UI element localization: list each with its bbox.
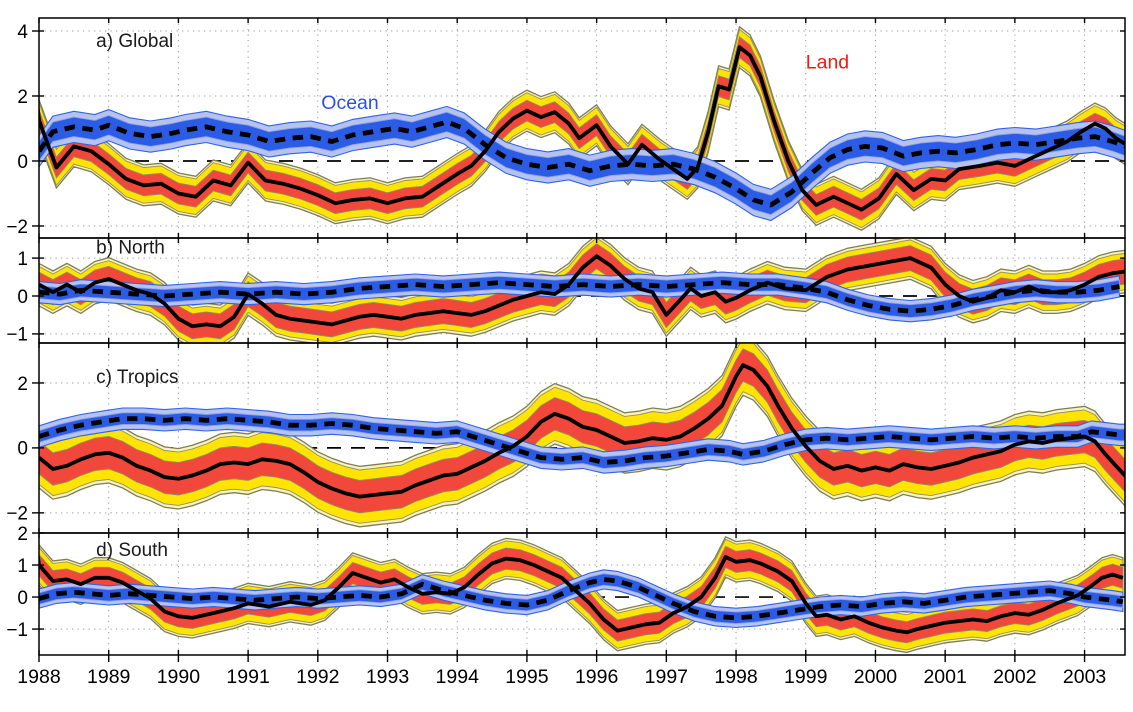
x-tick-label-4: 1992 — [296, 666, 339, 688]
y-tick-label-south-0: 2 — [17, 524, 28, 545]
panel-tropics — [39, 343, 1125, 533]
land-band-inner — [39, 36, 1125, 221]
x-tick-label-15: 2003 — [1063, 666, 1106, 688]
y-tick-label-tropics-1: 0 — [17, 439, 28, 460]
y-tick-label-south-1: 1 — [17, 556, 28, 577]
x-tick-label-7: 1995 — [505, 666, 549, 688]
y-tick-label-north-2: −1 — [6, 325, 28, 346]
x-tick-label-2: 1990 — [157, 666, 201, 688]
y-tick-label-north-0: 1 — [17, 249, 28, 270]
y-tick-label-north-1: 0 — [17, 287, 28, 308]
x-tick-label-5: 1993 — [366, 666, 409, 688]
ocean-line — [39, 119, 1125, 208]
y-tick-label-tropics-2: −2 — [6, 504, 28, 525]
ocean-band-inner — [39, 573, 1124, 625]
land-line — [39, 45, 1125, 212]
x-tick-label-13: 2001 — [923, 666, 966, 688]
panel-global — [39, 18, 1125, 238]
panel-south — [39, 533, 1125, 655]
series-label-ocean: Ocean — [321, 92, 378, 114]
series-label-land: Land — [806, 51, 849, 73]
ocean-line — [39, 416, 1125, 465]
ocean-band-inner — [39, 111, 1125, 216]
y-tick-label-south-2: 0 — [17, 588, 28, 609]
x-tick-label-3: 1991 — [226, 666, 269, 688]
y-tick-label-south-3: −1 — [6, 620, 28, 641]
x-tick-label-8: 1996 — [575, 666, 618, 688]
x-tick-label-1: 1989 — [87, 666, 130, 688]
panel-frame-south — [38, 532, 1126, 656]
land-band-inner — [39, 348, 1125, 514]
x-tick-label-12: 2000 — [854, 666, 898, 688]
ocean-band-outer — [39, 271, 1120, 323]
x-tick-label-11: 1999 — [784, 666, 827, 688]
x-tick-label-14: 2002 — [993, 666, 1036, 688]
y-tick-label-global-3: −2 — [6, 217, 28, 238]
x-tick-label-0: 1988 — [17, 666, 60, 688]
ocean-line — [39, 577, 1124, 621]
y-tick-label-global-2: 0 — [17, 152, 28, 173]
y-tick-label-global-0: 4 — [17, 22, 28, 43]
x-tick-label-9: 1997 — [645, 666, 688, 688]
land-line — [39, 550, 1124, 635]
panel-north — [39, 238, 1125, 343]
y-tick-label-tropics-0: 2 — [17, 374, 28, 395]
land-line — [39, 363, 1125, 499]
ocean-band-outer — [39, 569, 1124, 629]
panel-label-tropics: c) Tropics — [96, 367, 178, 388]
x-tick-label-10: 1998 — [714, 666, 757, 688]
panel-label-north: b) North — [96, 238, 165, 259]
panel-label-south: d) South — [96, 540, 168, 561]
ocean-line — [39, 280, 1120, 314]
land-line — [39, 254, 1125, 329]
y-tick-label-global-1: 2 — [17, 87, 28, 108]
x-tick-label-6: 1994 — [436, 666, 480, 688]
panel-label-global: a) Global — [96, 31, 173, 52]
